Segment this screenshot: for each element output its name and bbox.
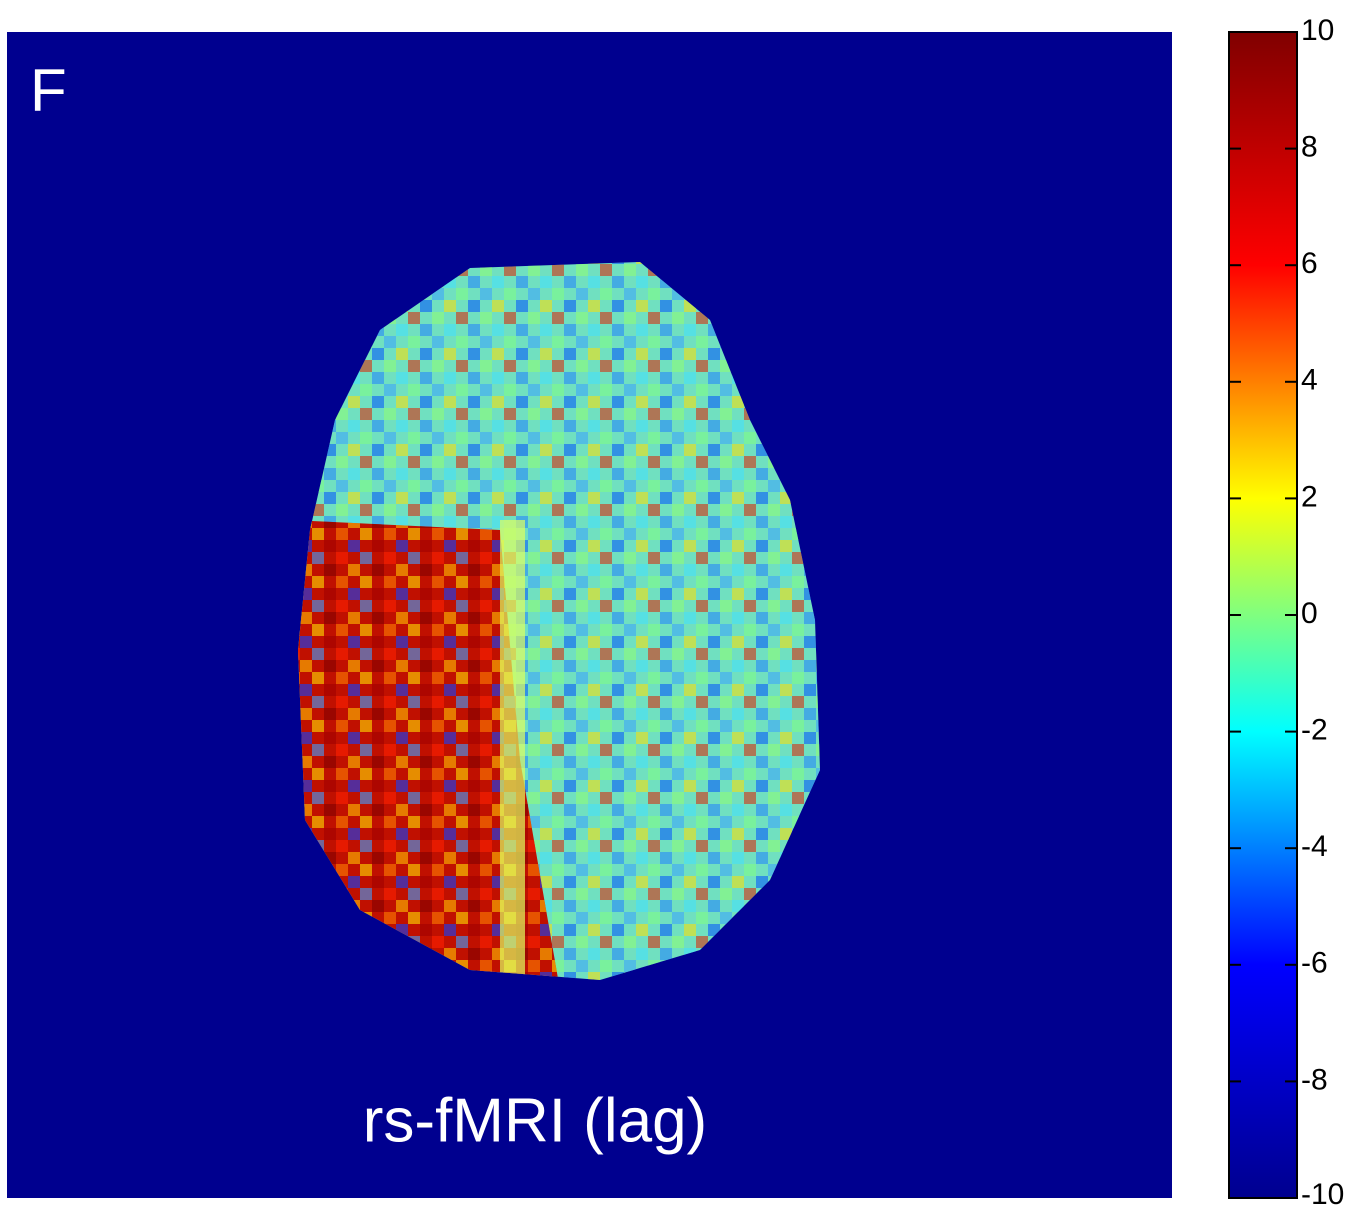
tick-label: -2 [1301,714,1328,747]
tick-label: -8 [1301,1063,1328,1096]
tick-label: 4 [1301,364,1318,397]
tick-label: 6 [1301,247,1318,280]
tick-label: 8 [1301,131,1318,164]
caption: rs-fMRI (lag) [363,1086,707,1155]
tick-label: -10 [1301,1178,1344,1211]
figure: F rs-fMRI (lag) -10 -8 -6 -4 -2 0 2 4 6 8 10 [0,0,1363,1211]
tick-label: -6 [1301,947,1328,980]
tick-label: 10 [1301,14,1334,47]
tick-label: 0 [1301,597,1318,630]
tick-label: 2 [1301,480,1318,513]
tick-label: -4 [1301,830,1328,863]
panel-label: F [30,57,67,124]
